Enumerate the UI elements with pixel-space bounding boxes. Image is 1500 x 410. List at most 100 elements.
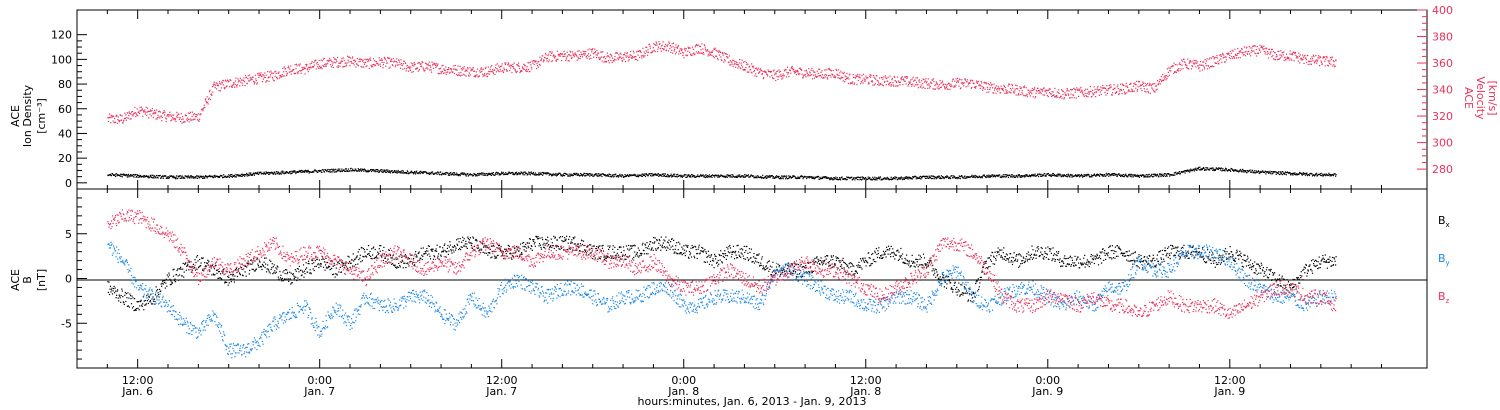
data-point (590, 57, 592, 59)
data-point (351, 170, 353, 172)
data-point (1298, 55, 1300, 57)
data-point (1238, 51, 1240, 53)
data-point (362, 59, 364, 61)
data-point (922, 78, 924, 80)
data-point (965, 177, 967, 179)
data-point (463, 173, 465, 176)
data-point (663, 49, 665, 51)
data-point (555, 60, 557, 62)
data-point (1152, 83, 1154, 85)
data-point (219, 175, 221, 177)
data-point (290, 173, 292, 175)
data-point (448, 67, 450, 69)
data-point (1164, 78, 1166, 80)
data-point (151, 109, 153, 112)
data-point (569, 54, 571, 56)
data-point (360, 58, 362, 60)
data-point (1128, 90, 1130, 92)
data-point (1184, 172, 1186, 174)
data-point (513, 62, 515, 64)
data-point (665, 43, 667, 46)
data-point (444, 172, 446, 174)
data-point (1187, 169, 1189, 171)
data-point (955, 78, 957, 80)
data-point (1195, 167, 1197, 169)
data-point (474, 173, 476, 175)
data-point (458, 175, 460, 177)
data-point (584, 54, 586, 56)
data-point (426, 67, 428, 69)
data-point (717, 51, 720, 53)
data-point (1227, 53, 1229, 55)
data-point (1092, 94, 1094, 96)
data-point (1153, 175, 1155, 177)
data-point (1049, 88, 1051, 90)
data-point (643, 174, 645, 176)
data-point (1028, 175, 1030, 177)
data-point (365, 66, 367, 68)
data-point (1289, 172, 1291, 174)
data-point (200, 175, 202, 177)
data-point (1196, 168, 1198, 170)
data-point (827, 68, 829, 70)
data-point (174, 177, 176, 179)
data-point (246, 175, 248, 177)
data-point (299, 169, 301, 172)
data-point (980, 85, 982, 87)
data-point (234, 176, 236, 178)
data-point (974, 86, 976, 88)
data-point (243, 81, 246, 83)
data-point (716, 55, 718, 57)
data-point (158, 110, 160, 112)
data-point (360, 170, 362, 172)
data-point (1063, 97, 1065, 99)
data-point (718, 54, 720, 56)
data-point (653, 43, 655, 45)
data-point (1221, 169, 1223, 171)
data-point (1040, 175, 1042, 177)
data-point (1041, 89, 1043, 91)
data-point (150, 175, 152, 177)
data-point (1184, 61, 1186, 63)
data-point (442, 72, 445, 74)
data-point (388, 171, 390, 174)
data-point (926, 84, 928, 86)
data-point (413, 62, 415, 64)
data-point (111, 116, 113, 118)
data-point (1149, 176, 1151, 178)
data-point (1128, 174, 1130, 176)
data-point (559, 55, 561, 57)
data-point (263, 171, 265, 173)
data-point (189, 112, 191, 114)
data-point (1158, 173, 1161, 175)
data-point (481, 69, 483, 71)
data-point (1107, 89, 1109, 91)
data-point (330, 169, 332, 171)
data-point (768, 175, 770, 177)
data-point (1299, 62, 1301, 64)
data-point (697, 174, 699, 176)
data-point (947, 176, 949, 178)
data-point (465, 75, 467, 77)
data-point (922, 83, 924, 85)
data-point (1275, 173, 1277, 175)
data-point (439, 174, 441, 176)
data-point (1269, 172, 1272, 174)
data-point (1130, 173, 1132, 175)
data-point (304, 73, 306, 75)
data-point (351, 57, 353, 59)
data-point (553, 55, 555, 57)
data-point (188, 118, 190, 121)
data-point (1073, 97, 1075, 99)
data-point (179, 175, 181, 177)
data-point (745, 175, 747, 177)
data-point (1116, 91, 1118, 93)
data-point (1088, 173, 1090, 176)
data-point (487, 174, 489, 176)
data-point (274, 71, 276, 73)
data-point (1029, 95, 1031, 97)
data-point (867, 77, 869, 79)
data-point (1267, 171, 1269, 173)
data-point (1169, 67, 1171, 69)
data-point (829, 74, 831, 76)
